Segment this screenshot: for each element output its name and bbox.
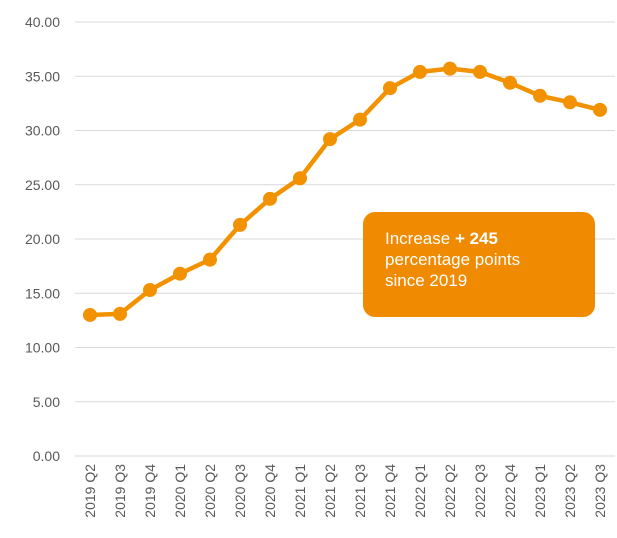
y-tick-label: 30.00 [25, 123, 60, 139]
x-tick-label: 2020 Q1 [172, 464, 188, 518]
y-tick-label: 40.00 [25, 14, 60, 30]
x-tick-label: 2020 Q2 [202, 464, 218, 518]
y-tick-label: 25.00 [25, 177, 60, 193]
annotation-box: Increase + 245 percentage points since 2… [363, 212, 595, 317]
x-tick-label: 2021 Q2 [322, 464, 338, 518]
x-tick-label: 2022 Q4 [502, 464, 518, 518]
data-point [113, 306, 127, 321]
data-point [293, 171, 307, 186]
x-tick-label: 2019 Q3 [112, 464, 128, 518]
data-point [143, 282, 157, 297]
x-tick-label: 2022 Q2 [442, 464, 458, 518]
x-tick-label: 2020 Q4 [262, 464, 278, 518]
data-point [233, 217, 247, 232]
data-point [593, 102, 607, 117]
annotation-line: since 2019 [385, 271, 468, 290]
y-tick-label: 0.00 [33, 448, 60, 464]
x-tick-label: 2023 Q3 [592, 464, 608, 518]
data-point [563, 95, 577, 110]
data-point [83, 307, 97, 322]
data-point [473, 64, 487, 79]
x-tick-label: 2020 Q3 [232, 464, 248, 518]
data-point [383, 81, 397, 96]
x-tick-label: 2023 Q1 [532, 464, 548, 518]
x-tick-label: 2021 Q3 [352, 464, 368, 518]
data-point [173, 266, 187, 281]
x-tick-label: 2022 Q1 [412, 464, 428, 518]
data-point [323, 132, 337, 147]
data-point [203, 252, 217, 267]
x-tick-label: 2019 Q4 [142, 464, 158, 518]
data-point [533, 88, 547, 103]
y-tick-label: 20.00 [25, 231, 60, 247]
y-tick-label: 35.00 [25, 68, 60, 84]
y-tick-label: 10.00 [25, 340, 60, 356]
annotation-line: percentage points [385, 250, 521, 269]
x-tick-label: 2022 Q3 [472, 464, 488, 518]
annotation-highlight: + 245 [454, 229, 498, 248]
y-tick-label: 15.00 [25, 285, 60, 301]
data-point [443, 61, 457, 76]
data-point [353, 112, 367, 127]
data-point [503, 75, 517, 90]
y-tick-label: 5.00 [33, 394, 60, 410]
x-tick-label: 2021 Q1 [292, 464, 308, 518]
data-point [413, 64, 427, 79]
annotation-prefix: Increase [385, 229, 451, 248]
x-tick-label: 2021 Q4 [382, 464, 398, 518]
x-tick-label: 2019 Q2 [82, 464, 98, 518]
x-tick-label: 2023 Q2 [562, 464, 578, 518]
data-point [263, 191, 277, 206]
